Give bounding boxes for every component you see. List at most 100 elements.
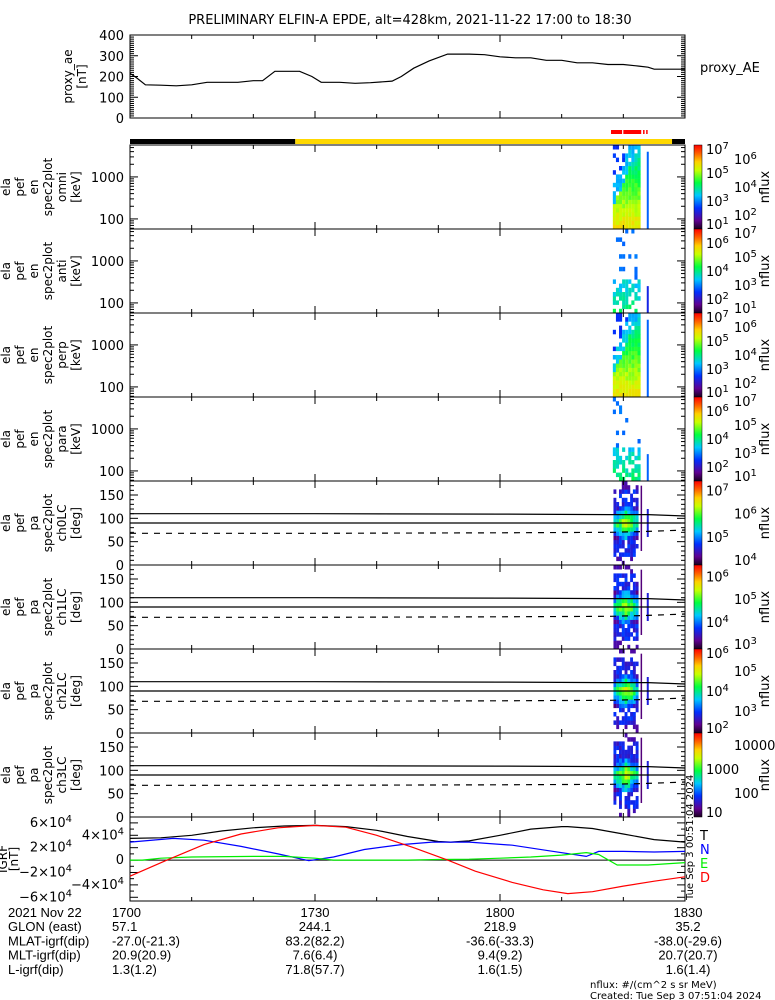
spectrogram-cell <box>627 682 631 688</box>
colorbar-label-exponent: 4 <box>751 179 757 190</box>
spectrogram-cell <box>624 619 628 625</box>
spectrogram-cell <box>619 527 622 532</box>
spectrogram-cell <box>624 565 628 570</box>
science-zone-segment <box>130 139 296 144</box>
orbit-value: 20.9(20.9) <box>112 948 171 963</box>
spectrogram-cell <box>625 304 629 310</box>
spectrogram-cell <box>622 430 626 436</box>
igrf-y-tick-label: −6×104 <box>19 888 72 905</box>
colorbar-label-base: 10 <box>706 405 723 420</box>
spectrogram-cell <box>624 695 628 700</box>
energy-panel-omni-frame <box>129 144 686 230</box>
spectrogram-cell <box>634 376 638 381</box>
spectrogram-cell <box>621 741 625 746</box>
colorbar-label-base: 10 <box>706 433 723 448</box>
spectrogram-cell <box>625 203 629 209</box>
spectrogram-cell <box>616 544 620 549</box>
spectrogram-cell <box>637 451 641 457</box>
y-axis-label: [deg] <box>69 507 83 539</box>
spectrogram-cell <box>637 359 641 364</box>
spectrogram-cell <box>624 518 628 524</box>
colorbar-label-exponent: 5 <box>751 249 757 260</box>
spectrogram-cell <box>616 531 620 536</box>
colorbar-label-base: 10 <box>706 484 723 499</box>
colorbar-label-base: 10 <box>706 363 723 378</box>
spectrogram-cell <box>619 657 622 662</box>
spectrogram-cell <box>616 506 620 511</box>
spectrogram-cell <box>613 775 617 780</box>
spectrogram-cell <box>628 224 632 230</box>
colorbar-tick-label: 103 <box>706 193 729 210</box>
spectrogram-cell <box>616 510 620 515</box>
spectrogram-cell <box>622 199 626 205</box>
spectrogram-cell <box>613 712 617 717</box>
spectrogram-cell <box>628 472 632 478</box>
spectrogram-cell <box>635 682 639 688</box>
colorbar-label-base: 10 <box>706 311 723 326</box>
igrf-y-tick-label: −2×104 <box>19 863 72 880</box>
spectrogram-cell <box>637 296 641 301</box>
spectrogram-cell <box>622 329 626 335</box>
spectrogram-cell <box>630 623 634 629</box>
spectrogram-cell <box>615 317 620 322</box>
colorbar-label-base: 10 <box>706 647 723 662</box>
spectrogram-cell <box>634 170 638 175</box>
colorbar-label-exponent: 1 <box>751 300 757 311</box>
spectrogram-cell <box>632 552 636 557</box>
spectrogram-cell <box>612 170 616 175</box>
spectrogram-cell <box>624 548 628 553</box>
spectrogram-cell <box>619 770 622 776</box>
spectrogram-cell <box>619 254 623 259</box>
spectrogram-cell <box>624 485 628 490</box>
spectrogram-cell <box>631 329 635 335</box>
spectrogram-cell <box>619 363 623 368</box>
spectrogram-cell <box>619 749 622 755</box>
spectrogram-cell <box>627 695 631 700</box>
spectrogram-cell <box>619 380 623 385</box>
spectrogram-cell <box>616 674 620 679</box>
spectrogram-cell <box>628 220 632 226</box>
spectrogram-cell <box>619 779 622 784</box>
spectrogram-cell <box>632 674 636 679</box>
colorbar-label-base: 10 <box>706 335 723 350</box>
anti-loss-cone-line <box>130 765 686 769</box>
spectrogram-cell <box>635 678 639 683</box>
spectrogram-cell <box>635 804 639 809</box>
energy-panel-para-frame <box>129 396 686 482</box>
spectrogram-cell <box>635 594 639 599</box>
energy-panel-anti-frame <box>129 228 686 314</box>
spectrogram-cell <box>634 275 638 280</box>
igrf-legend-D: D <box>700 871 710 886</box>
spectrogram-cell <box>634 455 638 461</box>
colorbar-tick-label: 104 <box>734 552 757 569</box>
spectrogram-cell <box>631 170 635 175</box>
spectrogram-cell <box>631 300 635 305</box>
spectrogram-cell <box>635 514 639 520</box>
spectrogram-cell <box>632 758 636 763</box>
spectrogram-cell <box>635 527 639 532</box>
spectrogram-cell <box>612 346 616 352</box>
y-axis-label: en <box>27 180 41 195</box>
spectrogram-cell <box>621 623 625 629</box>
spectrogram-cell <box>615 460 620 465</box>
spectrogram-cell <box>630 493 634 499</box>
spectrogram-cell <box>635 754 639 759</box>
spectrogram-cell <box>624 686 628 692</box>
spectrogram-cell <box>632 523 636 528</box>
colorbar-label-exponent: 6 <box>723 645 729 656</box>
spectrogram-cell <box>612 376 616 381</box>
spectrogram-cell <box>619 745 622 751</box>
spectrogram-cell <box>619 581 622 587</box>
spectrogram-cell <box>637 350 641 356</box>
spectrogram-cell <box>632 615 636 620</box>
spectrogram-cell <box>619 602 622 608</box>
spectrogram-cell <box>637 472 641 478</box>
spectrogram-cell <box>627 628 631 633</box>
colorbar-tick-label: 106 <box>706 235 729 252</box>
spectrogram-cell <box>621 497 625 503</box>
spectrogram-cell <box>613 623 617 629</box>
spectrogram-cell <box>634 308 638 314</box>
spectrogram-cell <box>627 800 631 805</box>
spectrogram-cell <box>628 174 632 179</box>
spectrogram-column <box>640 653 643 719</box>
